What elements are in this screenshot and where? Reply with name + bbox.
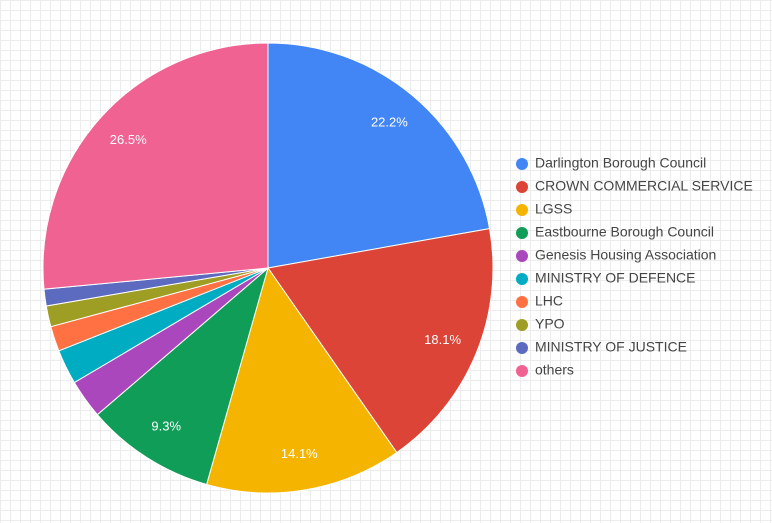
legend-label: Darlington Borough Council <box>535 155 706 171</box>
legend-label: YPO <box>535 316 565 332</box>
legend-marker <box>516 204 528 216</box>
legend-label: MINISTRY OF DEFENCE <box>535 270 696 286</box>
pie-slice <box>96 266 269 486</box>
legend-marker <box>516 181 528 193</box>
legend-label: others <box>535 362 574 378</box>
data-label: 14.1% <box>281 446 318 461</box>
pie-slice <box>267 42 491 269</box>
legend-marker <box>516 158 528 170</box>
data-label: 18.1% <box>424 332 461 347</box>
legend-label: LHC <box>535 293 563 309</box>
legend-marker <box>516 319 528 331</box>
legend-marker <box>516 365 528 377</box>
legend-label: MINISTRY OF JUSTICE <box>535 339 687 355</box>
data-label: 26.5% <box>110 132 147 147</box>
legend-label: Eastbourne Borough Council <box>535 224 714 240</box>
legend-label: LGSS <box>535 201 572 217</box>
pie-slice <box>267 228 494 454</box>
legend-marker <box>516 273 528 285</box>
legend-marker <box>516 250 528 262</box>
legend-label: Genesis Housing Association <box>535 247 716 263</box>
data-label: 9.3% <box>151 419 181 434</box>
legend-marker <box>516 342 528 354</box>
pie-slice <box>42 42 269 290</box>
legend-marker <box>516 227 528 239</box>
pie-slice <box>205 266 398 494</box>
data-label: 22.2% <box>371 115 408 130</box>
legend-label: CROWN COMMERCIAL SERVICE <box>535 178 753 194</box>
legend-marker <box>516 296 528 308</box>
